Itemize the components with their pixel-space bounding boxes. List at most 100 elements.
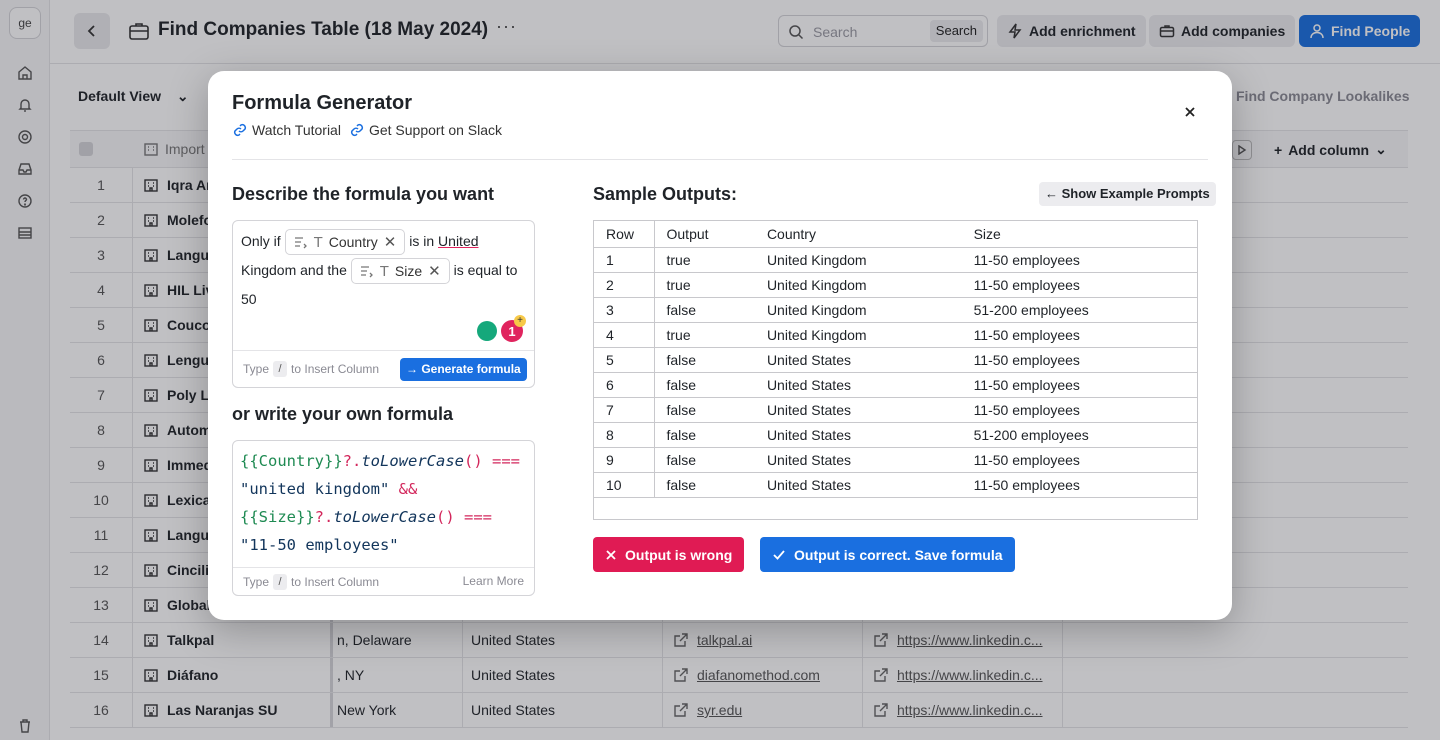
remove-chip-icon[interactable]: ✕ bbox=[383, 233, 397, 251]
prompt-text-segment: United bbox=[438, 233, 479, 249]
insert-column-hint: Type / to Insert Column bbox=[243, 361, 379, 377]
code-token: "11-50 employees" bbox=[240, 536, 399, 554]
table-icon[interactable] bbox=[15, 223, 35, 243]
linkedin-cell[interactable]: https://www.linkedin.c... bbox=[863, 658, 1063, 692]
linkedin-cell[interactable]: https://www.linkedin.c... bbox=[863, 623, 1063, 657]
column-header: Output bbox=[654, 221, 755, 248]
row-number: 14 bbox=[70, 623, 133, 657]
row-number: 15 bbox=[70, 658, 133, 692]
domain-link[interactable]: syr.edu bbox=[697, 702, 743, 718]
domain-cell[interactable]: syr.edu bbox=[663, 693, 863, 727]
country-cell[interactable]: United States bbox=[463, 623, 663, 657]
table-cell: false bbox=[654, 347, 755, 373]
back-button[interactable] bbox=[74, 13, 110, 49]
table-row[interactable]: 15 Diáfano , NY United States diafanomet… bbox=[70, 658, 1408, 693]
add-enrichment-button[interactable]: Add enrichment bbox=[997, 15, 1146, 47]
table-cell: 3 bbox=[594, 297, 655, 323]
formula-code-editor[interactable]: {{Country}}?.toLowerCase() === "united k… bbox=[232, 440, 535, 596]
building-icon bbox=[144, 249, 158, 262]
add-companies-button[interactable]: Add companies bbox=[1149, 15, 1296, 47]
hint-prefix: Type bbox=[243, 575, 270, 589]
prompt-text[interactable]: Only if T Country ✕ is in United Kingdom… bbox=[241, 227, 531, 314]
company-name-cell[interactable]: Diáfano bbox=[133, 658, 333, 692]
linkedin-link[interactable]: https://www.linkedin.c... bbox=[897, 702, 1043, 718]
table-row[interactable]: 16 Las Naranjas SU New York United State… bbox=[70, 693, 1408, 728]
arrow-right-icon: → bbox=[406, 362, 418, 376]
formula-code[interactable]: {{Country}}?.toLowerCase() === "united k… bbox=[240, 447, 520, 559]
table-row[interactable]: 14 Talkpal n, Delaware United States tal… bbox=[70, 623, 1408, 658]
table-cell: 11-50 employees bbox=[961, 322, 1197, 348]
prompt-text-segment: is in bbox=[409, 233, 435, 249]
learn-more-link[interactable]: Learn More bbox=[462, 574, 524, 588]
building-icon bbox=[144, 634, 158, 647]
external-link-icon bbox=[874, 633, 888, 647]
table-cell: 51-200 employees bbox=[961, 297, 1197, 323]
table-cell: 11-50 employees bbox=[961, 397, 1197, 423]
company-name: Iqra Ar bbox=[167, 177, 212, 193]
country-cell[interactable]: United States bbox=[463, 693, 663, 727]
location-cell[interactable]: , NY bbox=[333, 658, 463, 692]
building-icon bbox=[144, 179, 158, 192]
check-icon bbox=[773, 549, 785, 560]
linkedin-link[interactable]: https://www.linkedin.c... bbox=[897, 632, 1043, 648]
more-options-button[interactable]: ··· bbox=[496, 16, 517, 36]
code-token: toLowerCase bbox=[333, 508, 436, 526]
grammarly-widget[interactable]: 1 + bbox=[473, 315, 526, 345]
remove-chip-icon[interactable]: ✕ bbox=[428, 262, 441, 280]
help-icon[interactable] bbox=[15, 191, 35, 211]
top-bar: Find Companies Table (18 May 2024) ··· S… bbox=[50, 0, 1440, 64]
company-name-cell[interactable]: Talkpal bbox=[133, 623, 333, 657]
company-name-cell[interactable]: Las Naranjas SU bbox=[133, 693, 333, 727]
table-cell: 6 bbox=[594, 372, 655, 398]
generate-formula-button[interactable]: → Generate formula bbox=[400, 358, 527, 381]
run-column-button[interactable] bbox=[1232, 140, 1252, 160]
workspace-badge[interactable]: ge bbox=[9, 7, 41, 39]
row-number: 9 bbox=[70, 448, 133, 482]
row-number: 3 bbox=[70, 238, 133, 272]
chevron-down-icon: ⌄ bbox=[1375, 141, 1387, 157]
view-selector[interactable]: Default View ⌄ bbox=[78, 88, 189, 105]
company-name: Couco bbox=[167, 317, 211, 333]
column-header-import[interactable]: Import bbox=[143, 141, 205, 157]
briefcase-icon bbox=[129, 23, 149, 40]
home-icon[interactable] bbox=[15, 63, 35, 83]
table-cell: 11-50 employees bbox=[961, 372, 1197, 398]
find-lookalikes-button[interactable]: Find Company Lookalikes bbox=[1236, 88, 1410, 104]
domain-cell[interactable]: diafanomethod.com bbox=[663, 658, 863, 692]
save-formula-button[interactable]: Output is correct. Save formula bbox=[760, 537, 1015, 572]
country-cell[interactable]: United States bbox=[463, 658, 663, 692]
slack-support-link[interactable]: Get Support on Slack bbox=[349, 122, 502, 138]
row-number: 5 bbox=[70, 308, 133, 342]
modal-title: Formula Generator bbox=[232, 92, 413, 114]
search-input[interactable] bbox=[813, 22, 923, 42]
domain-cell[interactable]: talkpal.ai bbox=[663, 623, 863, 657]
close-button[interactable] bbox=[1180, 102, 1200, 122]
add-column-button[interactable]: + Add column ⌄ bbox=[1274, 141, 1387, 158]
location-cell[interactable]: New York bbox=[333, 693, 463, 727]
show-example-prompts-button[interactable]: ← Show Example Prompts bbox=[1039, 182, 1216, 206]
save-formula-label: Output is correct. Save formula bbox=[794, 546, 1003, 563]
gear-icon[interactable] bbox=[15, 127, 35, 147]
inbox-icon[interactable] bbox=[15, 159, 35, 179]
bell-icon[interactable] bbox=[15, 95, 35, 115]
output-wrong-button[interactable]: Output is wrong bbox=[593, 537, 745, 572]
company-name: Lexica bbox=[167, 492, 211, 508]
external-link-icon bbox=[674, 703, 688, 717]
play-icon bbox=[1238, 145, 1247, 155]
search-button[interactable]: Search bbox=[929, 20, 983, 42]
domain-link[interactable]: talkpal.ai bbox=[697, 632, 753, 648]
building-icon bbox=[144, 214, 158, 227]
prompt-editor[interactable]: Only if T Country ✕ is in United Kingdom… bbox=[232, 220, 535, 388]
linkedin-link[interactable]: https://www.linkedin.c... bbox=[897, 667, 1043, 683]
external-link-icon bbox=[874, 668, 888, 682]
location-cell[interactable]: n, Delaware bbox=[333, 623, 463, 657]
find-people-button[interactable]: Find People bbox=[1299, 15, 1421, 47]
column-chip-size[interactable]: T Size ✕ bbox=[350, 258, 450, 285]
column-chip-country[interactable]: T Country ✕ bbox=[284, 229, 406, 256]
select-all-checkbox[interactable] bbox=[79, 142, 93, 156]
watch-tutorial-link[interactable]: Watch Tutorial bbox=[232, 122, 341, 138]
row-number: 11 bbox=[70, 518, 133, 552]
linkedin-cell[interactable]: https://www.linkedin.c... bbox=[863, 693, 1063, 727]
domain-link[interactable]: diafanomethod.com bbox=[697, 667, 820, 683]
trash-icon[interactable] bbox=[15, 716, 35, 736]
